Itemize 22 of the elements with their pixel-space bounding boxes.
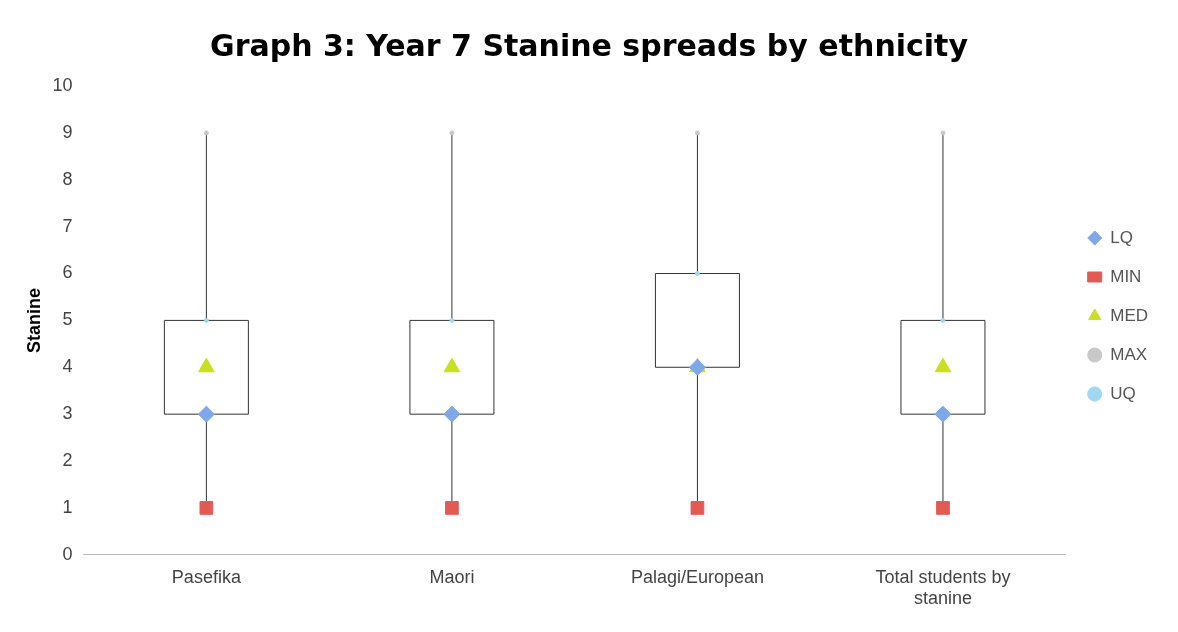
y-tick-label: 3 — [62, 403, 73, 424]
x-tick-label: Palagi/European — [630, 566, 764, 587]
y-tick-label: 0 — [62, 543, 73, 564]
y-axis-title: Stanine — [23, 287, 44, 353]
y-tick-label: 8 — [62, 168, 73, 189]
y-tick-label: 1 — [62, 496, 73, 517]
legend-label: UQ — [1110, 383, 1136, 403]
chart-title: Graph 3: Year 7 Stanine spreads by ethnicity — [210, 27, 969, 63]
y-tick-label: 6 — [62, 262, 73, 283]
x-tick-label: Maori — [429, 566, 475, 587]
x-tick-label: Pasefika — [171, 566, 242, 587]
y-tick-label: 7 — [62, 215, 73, 236]
y-tick-label: 4 — [62, 356, 73, 377]
y-tick-label: 9 — [62, 121, 73, 142]
y-tick-label: 10 — [52, 74, 73, 95]
y-tick-label: 2 — [62, 450, 73, 471]
x-tick-label: Total students by stanine — [875, 566, 1011, 609]
legend-label: MED — [1110, 305, 1148, 325]
legend-label: MAX — [1110, 344, 1148, 364]
y-tick-label: 5 — [62, 309, 73, 330]
legend-label: LQ — [1110, 227, 1133, 247]
legend-label: MIN — [1110, 266, 1142, 286]
